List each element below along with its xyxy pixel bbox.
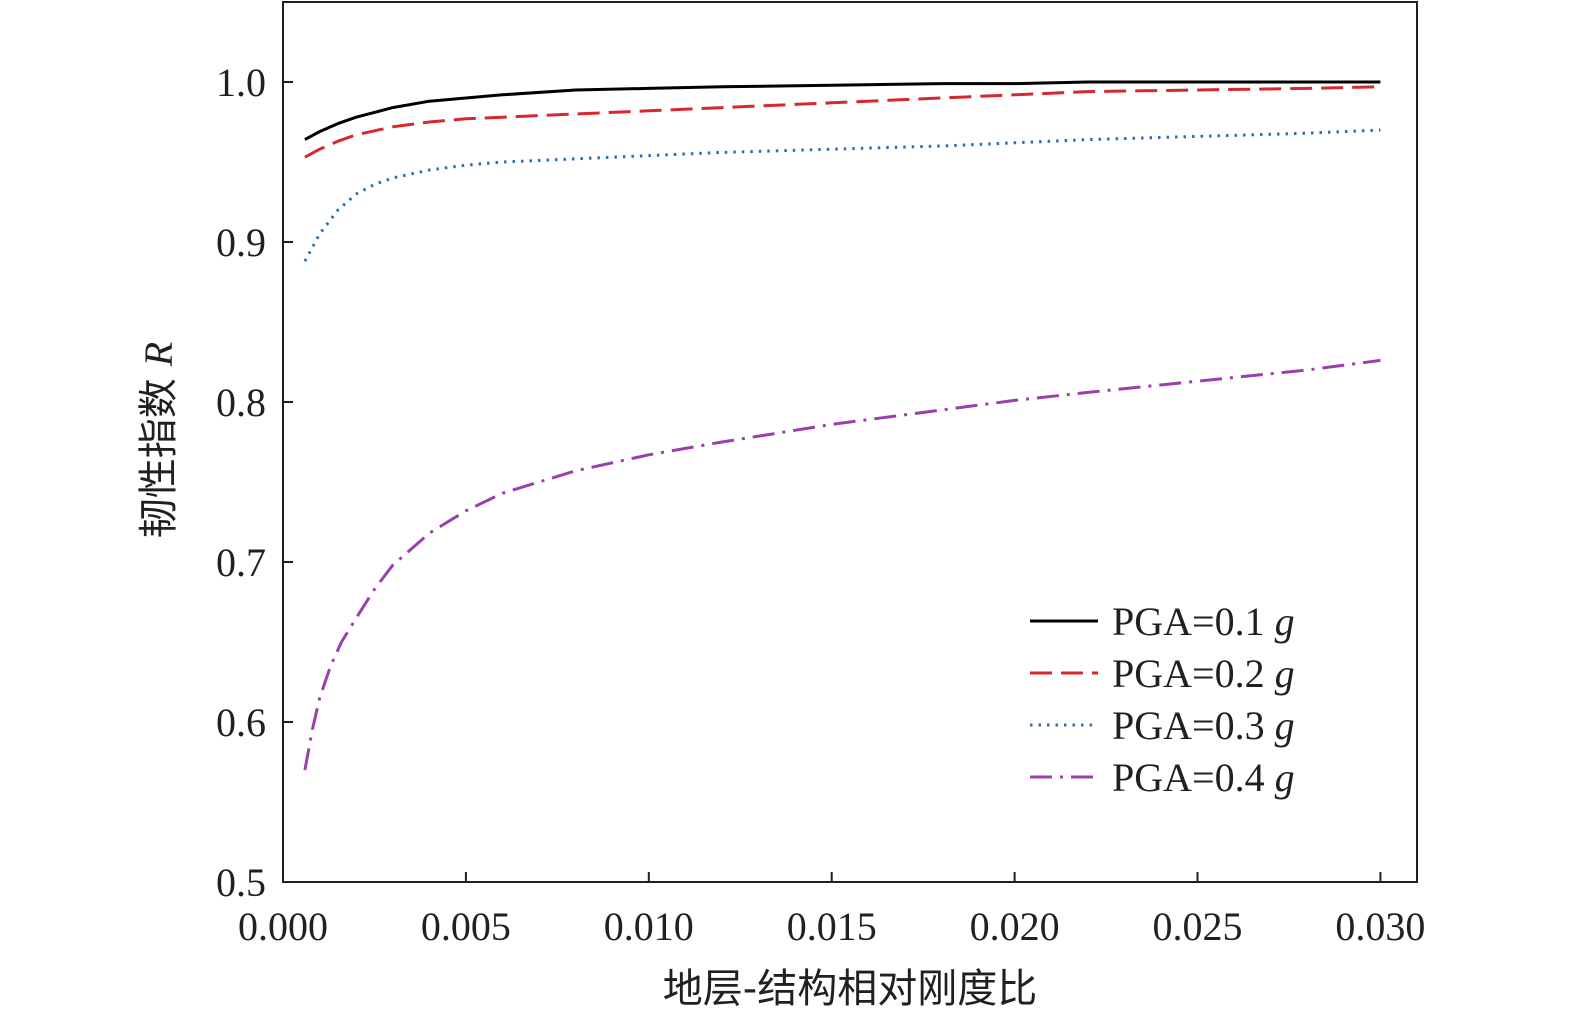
x-tick-label: 0.000 (238, 904, 328, 949)
y-tick-label: 0.6 (216, 700, 266, 745)
legend-item-2: PGA=0.2 g (1030, 651, 1295, 696)
legend-series-unit: g (1275, 651, 1295, 696)
series-line-2 (304, 85, 1381, 159)
series-layer (303, 80, 1381, 771)
legend-series-name: PGA=0.2 (1112, 651, 1265, 696)
x-tick-label: 0.015 (787, 904, 877, 949)
legend-series-unit: g (1275, 599, 1295, 644)
x-tick-label: 0.025 (1153, 904, 1243, 949)
plot-frame (282, 1, 1418, 883)
x-tick-label: 0.020 (970, 904, 1060, 949)
y-axis-title: 韧性指数 R (136, 342, 182, 538)
y-axis-title-text: 韧性指数 (136, 378, 182, 538)
series-line-4 (303, 358, 1381, 771)
tick-labels-layer: 0.000 0.005 0.010 0.015 0.020 0.025 0.030 0.5 0.… (216, 60, 1425, 949)
legend-series-unit: g (1275, 755, 1295, 800)
series-line-3 (303, 128, 1381, 262)
y-axis-title-symbol: R (136, 342, 181, 367)
legend-label: PGA=0.4 g (1112, 755, 1295, 800)
legend-label: PGA=0.2 g (1112, 651, 1295, 696)
x-axis-title: 地层-结构相对刚度比 (663, 966, 1037, 1012)
x-tick-label: 0.005 (421, 904, 511, 949)
y-tick-label: 1.0 (216, 60, 266, 105)
series-line-1 (304, 80, 1381, 141)
legend-series-unit: g (1275, 703, 1295, 748)
legend-item-4: PGA=0.4 g (1030, 755, 1295, 800)
legend-item-1: PGA=0.1 g (1030, 599, 1295, 644)
ticks-layer (282, 81, 1382, 883)
legend-label: PGA=0.1 g (1112, 599, 1295, 644)
x-tick-label: 0.010 (604, 904, 694, 949)
y-tick-label: 0.5 (216, 860, 266, 905)
legend-item-3: PGA=0.3 g (1030, 703, 1295, 748)
x-tick-label: 0.030 (1335, 904, 1425, 949)
legend-series-name: PGA=0.1 (1112, 599, 1265, 644)
legend-series-name: PGA=0.4 (1112, 755, 1265, 800)
legend-series-name: PGA=0.3 (1112, 703, 1265, 748)
y-tick-label: 0.8 (216, 380, 266, 425)
y-tick-label: 0.7 (216, 540, 266, 585)
legend-label: PGA=0.3 g (1112, 703, 1295, 748)
y-tick-label: 0.9 (216, 220, 266, 265)
